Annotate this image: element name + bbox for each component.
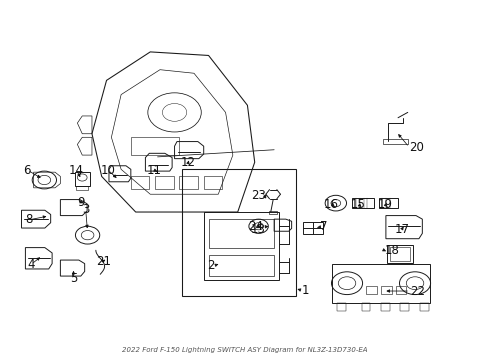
Bar — [270, 211, 277, 214]
Bar — [204, 212, 279, 280]
Text: 17: 17 — [394, 222, 410, 235]
Text: 11: 11 — [147, 163, 162, 176]
Bar — [303, 222, 323, 234]
Bar — [395, 286, 406, 294]
Text: 21: 21 — [96, 255, 111, 267]
Bar — [204, 176, 222, 189]
Text: 22: 22 — [410, 284, 425, 297]
Bar — [379, 198, 398, 208]
Bar — [131, 176, 149, 189]
Text: 24: 24 — [248, 220, 264, 234]
Bar — [155, 176, 173, 189]
Bar — [362, 303, 370, 311]
Text: 3: 3 — [82, 203, 89, 216]
Text: 2: 2 — [207, 259, 215, 272]
Text: 20: 20 — [409, 141, 424, 154]
Text: 4: 4 — [27, 258, 35, 271]
Text: 19: 19 — [377, 198, 392, 211]
Bar — [381, 286, 392, 294]
Text: 9: 9 — [77, 195, 85, 208]
Bar — [179, 176, 198, 189]
Bar — [337, 303, 346, 311]
Bar — [400, 303, 409, 311]
Bar — [75, 172, 90, 186]
Text: 7: 7 — [320, 220, 328, 234]
Bar — [388, 245, 413, 263]
Text: 14: 14 — [69, 163, 84, 176]
Bar — [390, 247, 410, 261]
Bar — [420, 303, 429, 311]
Text: 8: 8 — [25, 213, 32, 226]
Text: 16: 16 — [324, 198, 339, 211]
Text: 6: 6 — [24, 163, 31, 176]
Bar — [76, 186, 88, 190]
Bar — [352, 198, 374, 208]
Text: 12: 12 — [181, 157, 196, 170]
Bar — [332, 264, 430, 303]
Bar — [384, 139, 408, 144]
Bar — [381, 303, 390, 311]
Text: 10: 10 — [100, 163, 116, 176]
Bar — [367, 286, 377, 294]
Text: 5: 5 — [70, 273, 77, 285]
Text: 18: 18 — [385, 244, 399, 257]
Bar — [182, 169, 296, 296]
Bar — [209, 255, 274, 276]
Bar — [131, 137, 179, 155]
Text: 2022 Ford F-150 Lightning SWITCH ASY Diagram for NL3Z-13D730-EA: 2022 Ford F-150 Lightning SWITCH ASY Dia… — [122, 347, 368, 353]
Text: 13: 13 — [251, 222, 266, 235]
Text: 23: 23 — [251, 189, 266, 202]
Text: 1: 1 — [301, 284, 309, 297]
Bar — [209, 219, 274, 248]
Text: 15: 15 — [351, 198, 366, 211]
